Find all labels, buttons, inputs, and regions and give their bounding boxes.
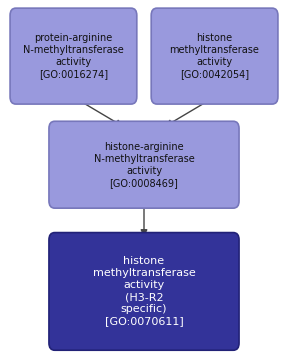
FancyBboxPatch shape — [49, 121, 239, 208]
Text: protein-arginine
N-methyltransferase
activity
[GO:0016274]: protein-arginine N-methyltransferase act… — [23, 33, 124, 79]
FancyBboxPatch shape — [151, 8, 278, 104]
Text: histone
methyltransferase
activity
(H3-R2
specific)
[GO:0070611]: histone methyltransferase activity (H3-R… — [93, 256, 195, 327]
FancyBboxPatch shape — [49, 233, 239, 350]
FancyBboxPatch shape — [10, 8, 137, 104]
Text: histone
methyltransferase
activity
[GO:0042054]: histone methyltransferase activity [GO:0… — [170, 33, 259, 79]
Text: histone-arginine
N-methyltransferase
activity
[GO:0008469]: histone-arginine N-methyltransferase act… — [94, 142, 194, 188]
